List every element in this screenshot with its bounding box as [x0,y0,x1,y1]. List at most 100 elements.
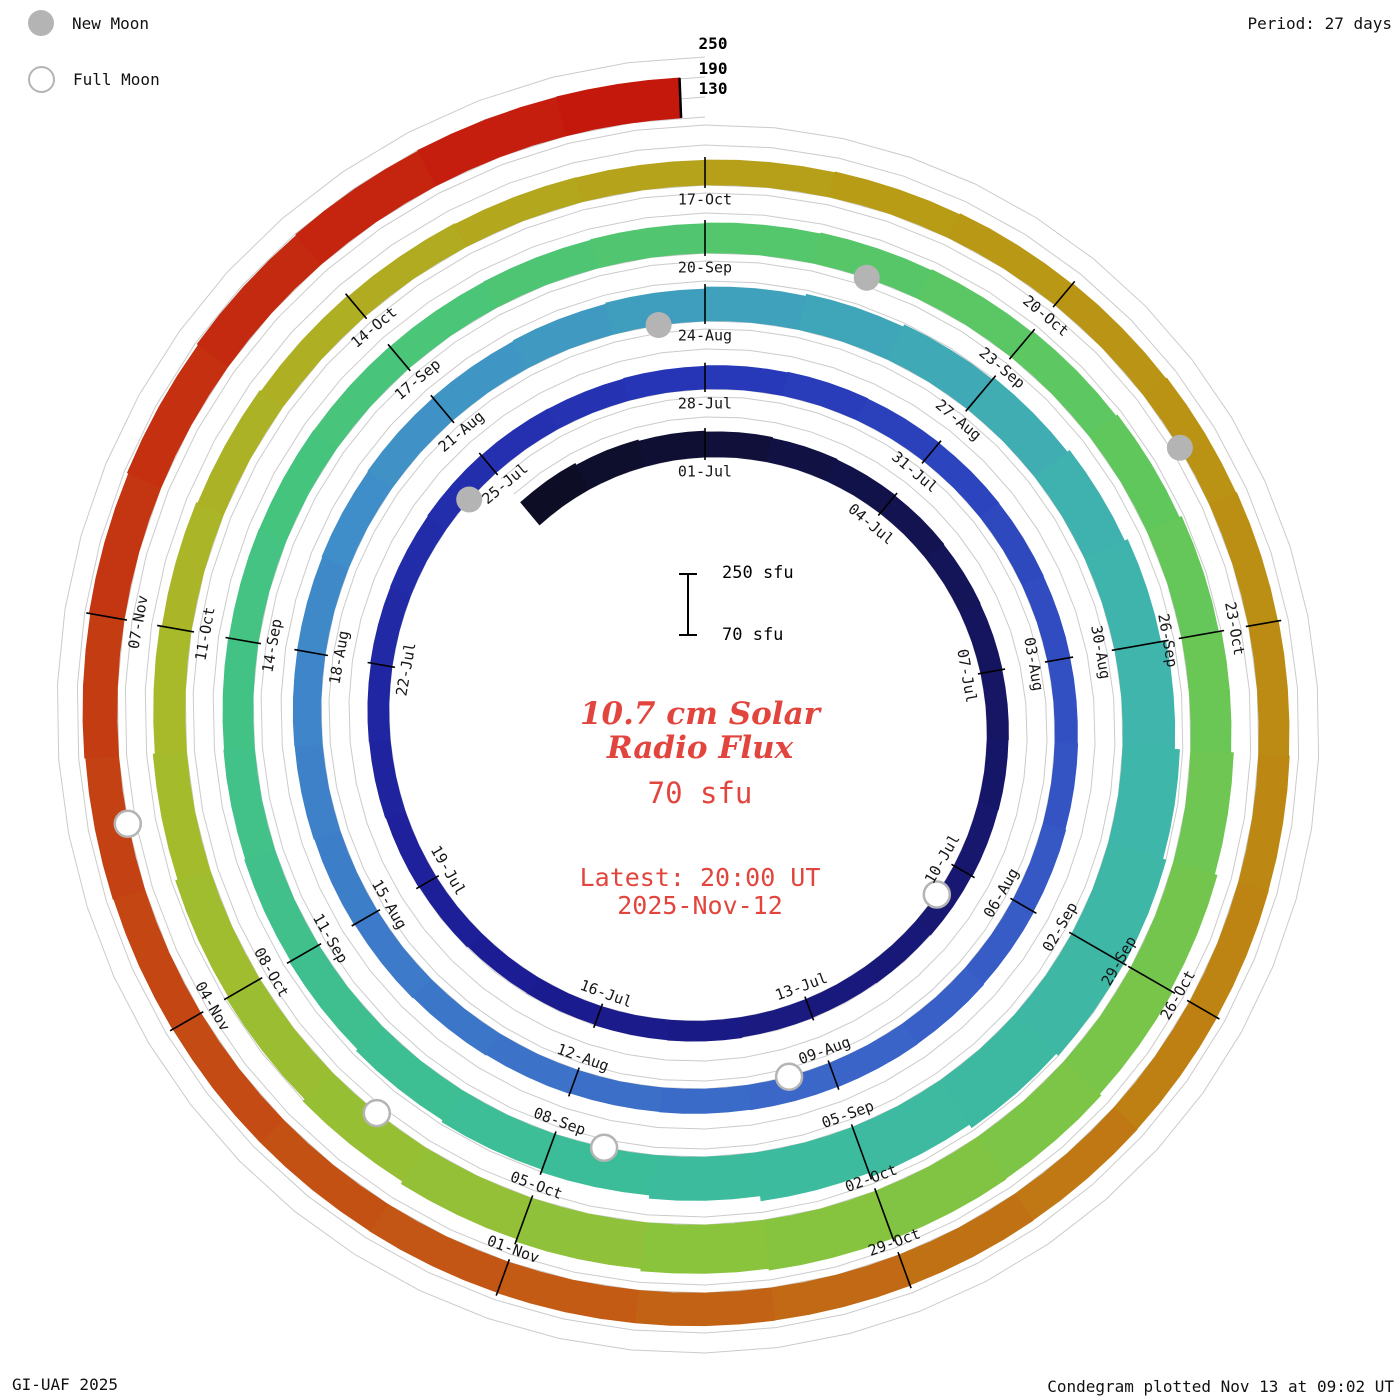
flux-day-segment [1108,745,1180,860]
flux-day-segment [634,1287,776,1327]
day-tick [592,1003,604,1029]
flux-day-segment [441,1090,556,1170]
day-tick [977,668,1006,675]
day-tick [804,996,815,1021]
current-flux-value: 70 sfu [647,776,753,810]
flux-day-segment [977,737,1009,811]
period-label: Period: 27 days [1247,14,1393,33]
scale-bottom-label: 70 sfu [722,625,784,645]
flux-day-segment [258,430,338,542]
flux-day-segment [704,286,807,330]
flux-day-segment [575,439,645,491]
date-label: 24-Aug [678,326,732,344]
day-ticks [86,77,1282,1296]
grid-spiral [56,56,1320,1354]
day-tick [1111,639,1169,652]
date-label: 20-Sep [678,258,732,276]
latest-end-cap [678,77,683,118]
day-tick [223,977,263,1001]
day-tick [921,440,942,464]
flux-day-segment [594,1006,671,1041]
flux-day-segment [704,222,822,264]
flux-day-segment [640,1219,770,1274]
flux-day-segment [355,1026,464,1121]
flux-day-segment [223,747,276,860]
day-tick [567,1067,580,1097]
flux-day-segment [1181,630,1232,754]
date-label: 07-Nov [125,594,152,650]
date-label: 18-Aug [325,629,352,685]
flux-day-segment [739,998,814,1038]
flux-scale-bar [679,573,697,636]
day-tick [514,1195,534,1245]
flux-day-segment [667,1017,743,1042]
flux-day-segment [197,390,283,515]
flux-day-segment [520,462,589,526]
flux-day-segment [222,637,259,751]
flux-day-segment [940,1013,1057,1129]
flux-day-segment [152,751,211,881]
flux-day-segment [1248,620,1290,757]
credit-label: GI-UAF 2025 [12,1375,118,1394]
day-tick [897,1251,912,1289]
flux-day-segment [454,177,583,248]
flux-day-segment [347,223,467,317]
flux-day-segment [556,77,682,137]
day-tick [169,1011,204,1032]
new-moon-marker [1166,434,1193,461]
day-tick [294,648,329,657]
flux-day-segment [367,662,393,743]
flux-day-segment [1014,933,1124,1056]
flux-day-segment [153,625,192,755]
new-moon-label: New Moon [72,13,150,33]
day-tick [1245,619,1282,628]
date-label: 01-Jul [678,462,732,480]
legend-new-moon: New Moon [28,10,149,36]
flux-day-segment [781,371,869,421]
latest-date-label: 2025-Nov-12 [617,891,783,920]
day-tick [1052,280,1076,308]
full-moon-marker [774,1062,804,1091]
flux-day-segment [754,1126,870,1202]
date-label: 14-Sep [258,617,285,673]
day-tick [387,343,411,372]
flux-day-segment [797,293,904,360]
day-tick [1010,897,1037,914]
new-moon-marker [853,264,880,291]
chart-title-line2: Radio Flux [606,730,794,766]
day-tick [1068,931,1127,966]
flux-day-segment [648,1152,761,1201]
scale-top-label: 250 sfu [722,563,794,583]
flux-day-segment [980,669,1009,741]
flux-day-segment [126,344,229,488]
date-label: 28-Jul [678,394,732,412]
flux-day-segment [244,850,320,962]
new-moon-marker [645,312,672,338]
flux-day-segment [1173,749,1234,876]
date-label: 11-Oct [191,606,218,662]
full-moon-label: Full Moon [73,70,160,89]
day-tick [495,1259,511,1296]
day-tick [367,661,396,669]
day-tick [86,612,128,621]
flux-day-segment [766,437,838,482]
radial-axis-label-250: 250 [698,34,728,53]
flux-day-segment [161,502,225,632]
flux-day-segment [389,281,498,370]
flux-day-segment [496,1261,640,1324]
day-tick [827,1060,840,1090]
flux-day-segment [1047,657,1078,745]
chart-title-line1: 10.7 cm Solar [579,696,821,732]
flux-day-segment [569,1069,663,1113]
flux-band-spiral [82,77,1290,1327]
full-moon-marker [922,880,952,909]
flux-day-segment [313,346,409,449]
new-moon-icon [28,10,54,36]
day-tick [1008,328,1036,360]
full-moon-marker [589,1133,619,1162]
day-tick [1178,629,1225,640]
flux-day-segment [879,495,945,559]
day-tick [1127,965,1176,994]
flux-day-segment [369,739,406,819]
date-label: 22-Jul [392,641,419,697]
